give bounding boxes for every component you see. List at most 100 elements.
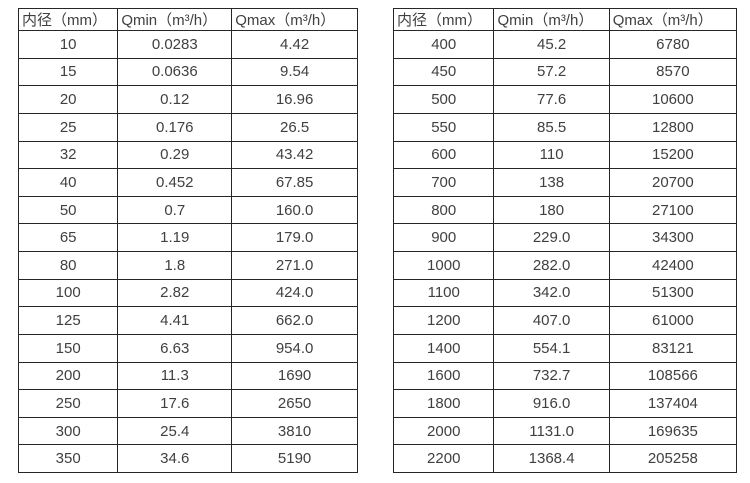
table-row: 200 11.3 1690 — [17, 361, 358, 391]
table-row: 500 77.6 10600 — [392, 85, 738, 114]
table-cell: 25 — [17, 112, 119, 142]
table-cell: 424.0 — [231, 278, 358, 308]
table-cell: 1368.4 — [493, 444, 610, 473]
table-row: 10 0.0283 4.42 — [17, 30, 358, 59]
table-cell: 15200 — [608, 140, 738, 170]
table-cell: 900 — [392, 223, 495, 252]
table-header-row: 内径（mm） Qmin（m³/h） Qmax（m³/h） — [17, 8, 358, 31]
table-row: 100 2.82 424.0 — [17, 278, 358, 308]
table-cell: 2.82 — [117, 278, 233, 308]
table-cell: 51300 — [608, 278, 738, 308]
table-row: 2200 1368.4 205258 — [392, 444, 738, 473]
column-header-qmax: Qmax（m³/h） — [608, 8, 738, 31]
column-header-qmax: Qmax（m³/h） — [231, 8, 358, 31]
table-cell: 32 — [17, 140, 119, 170]
table-row: 50 0.7 160.0 — [17, 195, 358, 225]
table-cell: 954.0 — [231, 333, 358, 363]
table-row: 450 57.2 8570 — [392, 57, 738, 87]
table-cell: 27100 — [608, 195, 738, 225]
table-cell: 2000 — [392, 416, 495, 446]
table-cell: 0.12 — [117, 85, 233, 114]
table-cell: 65 — [17, 223, 119, 252]
table-row: 25 0.176 26.5 — [17, 112, 358, 142]
table-cell: 43.42 — [231, 140, 358, 170]
table-cell: 1100 — [392, 278, 495, 308]
table-row: 1200 407.0 61000 — [392, 306, 738, 335]
table-row: 65 1.19 179.0 — [17, 223, 358, 252]
table-row: 550 85.5 12800 — [392, 112, 738, 142]
table-cell: 50 — [17, 195, 119, 225]
table-cell: 179.0 — [231, 223, 358, 252]
table-cell: 100 — [17, 278, 119, 308]
table-cell: 229.0 — [493, 223, 610, 252]
flow-rate-table-large: 内径（mm） Qmin（m³/h） Qmax（m³/h） 400 45.2 6780… — [392, 8, 738, 473]
column-header-diameter: 内径（mm） — [392, 8, 495, 31]
table-cell: 550 — [392, 112, 495, 142]
table-cell: 732.7 — [493, 361, 610, 391]
table-cell: 10 — [17, 30, 119, 59]
flow-rate-table-large-wrap: 内径（mm） Qmin（m³/h） Qmax（m³/h） 400 45.2 6780… — [392, 8, 738, 473]
table-cell: 138 — [493, 168, 610, 197]
table-cell: 250 — [17, 389, 119, 418]
column-header-qmin: Qmin（m³/h） — [493, 8, 610, 31]
flow-rate-table-small-wrap: 内径（mm） Qmin（m³/h） Qmax（m³/h） 10 0.0283 4.4… — [17, 8, 358, 473]
column-header-diameter: 内径（mm） — [17, 8, 119, 31]
table-row: 150 6.63 954.0 — [17, 333, 358, 363]
table-cell: 4.41 — [117, 306, 233, 335]
table-cell: 77.6 — [493, 85, 610, 114]
flow-rate-table-small: 内径（mm） Qmin（m³/h） Qmax（m³/h） 10 0.0283 4.4… — [17, 8, 358, 473]
table-row: 1100 342.0 51300 — [392, 278, 738, 308]
table-cell: 662.0 — [231, 306, 358, 335]
column-header-qmin: Qmin（m³/h） — [117, 8, 233, 31]
table-cell: 2650 — [231, 389, 358, 418]
table-cell: 1131.0 — [493, 416, 610, 446]
table-cell: 400 — [392, 30, 495, 59]
table-cell: 0.0636 — [117, 57, 233, 87]
table-cell: 34300 — [608, 223, 738, 252]
table-cell: 11.3 — [117, 361, 233, 391]
table-cell: 342.0 — [493, 278, 610, 308]
table-cell: 450 — [392, 57, 495, 87]
table-cell: 45.2 — [493, 30, 610, 59]
table-cell: 500 — [392, 85, 495, 114]
table-cell: 20700 — [608, 168, 738, 197]
table-cell: 0.176 — [117, 112, 233, 142]
table-cell: 83121 — [608, 333, 738, 363]
table-cell: 42400 — [608, 251, 738, 280]
table-row: 1400 554.1 83121 — [392, 333, 738, 363]
table-cell: 12800 — [608, 112, 738, 142]
table-cell: 1.8 — [117, 251, 233, 280]
table-cell: 85.5 — [493, 112, 610, 142]
table-cell: 1800 — [392, 389, 495, 418]
table-cell: 16.96 — [231, 85, 358, 114]
table-cell: 407.0 — [493, 306, 610, 335]
table-cell: 160.0 — [231, 195, 358, 225]
table-cell: 137404 — [608, 389, 738, 418]
table-row: 2000 1131.0 169635 — [392, 416, 738, 446]
table-cell: 916.0 — [493, 389, 610, 418]
table-cell: 6780 — [608, 30, 738, 59]
table-header-row: 内径（mm） Qmin（m³/h） Qmax（m³/h） — [392, 8, 738, 31]
table-cell: 2200 — [392, 444, 495, 473]
table-row: 700 138 20700 — [392, 168, 738, 197]
table-cell: 61000 — [608, 306, 738, 335]
table-cell: 600 — [392, 140, 495, 170]
table-cell: 5190 — [231, 444, 358, 473]
table-cell: 282.0 — [493, 251, 610, 280]
table-row: 20 0.12 16.96 — [17, 85, 358, 114]
table-row: 32 0.29 43.42 — [17, 140, 358, 170]
table-cell: 554.1 — [493, 333, 610, 363]
table-cell: 34.6 — [117, 444, 233, 473]
table-cell: 108566 — [608, 361, 738, 391]
table-cell: 150 — [17, 333, 119, 363]
table-cell: 1690 — [231, 361, 358, 391]
table-cell: 110 — [493, 140, 610, 170]
table-cell: 6.63 — [117, 333, 233, 363]
table-cell: 180 — [493, 195, 610, 225]
table-cell: 300 — [17, 416, 119, 446]
table-row: 1600 732.7 108566 — [392, 361, 738, 391]
table-cell: 200 — [17, 361, 119, 391]
table-cell: 3810 — [231, 416, 358, 446]
table-cell: 700 — [392, 168, 495, 197]
table-row: 350 34.6 5190 — [17, 444, 358, 473]
